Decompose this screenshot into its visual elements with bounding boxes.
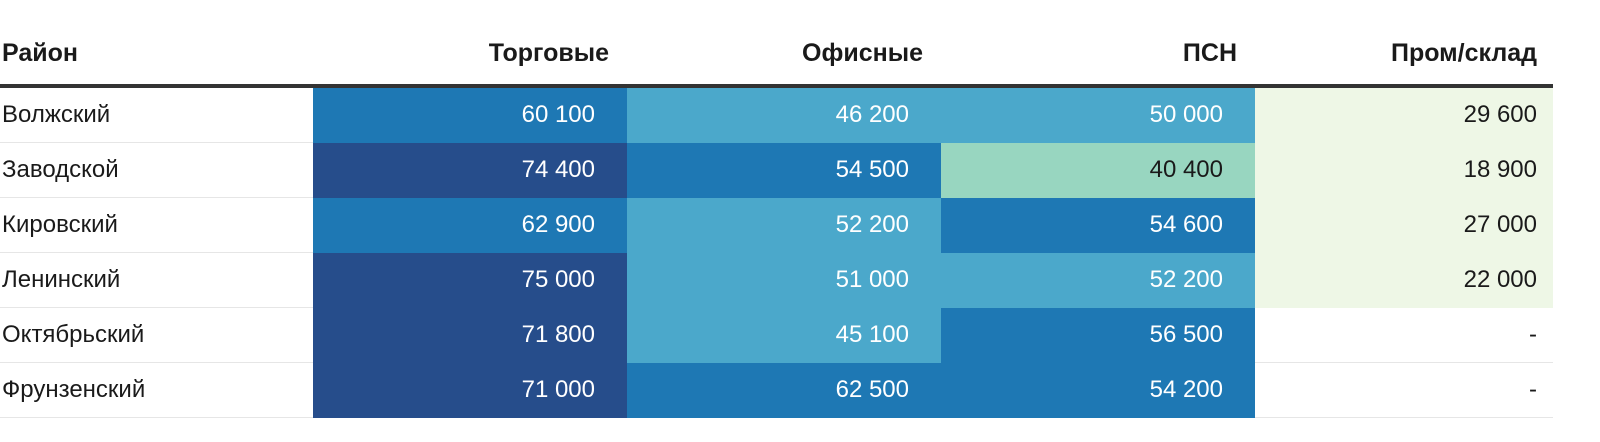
cell-office: 52 200: [627, 197, 941, 253]
cell-psn: 54 200: [941, 362, 1255, 418]
cell-retail: 60 100: [313, 86, 627, 143]
district-name: Заводской: [0, 142, 313, 198]
header-industrial: Пром/склад: [1255, 22, 1553, 88]
cell-psn: 52 200: [941, 252, 1255, 308]
header-office: Офисные: [627, 22, 941, 88]
cell-retail: 74 400: [313, 142, 627, 198]
cell-psn: 50 000: [941, 86, 1255, 143]
cell-psn: 40 400: [941, 142, 1255, 198]
cell-retail: 62 900: [313, 197, 627, 253]
district-name: Кировский: [0, 197, 313, 253]
cell-retail: 71 800: [313, 307, 627, 363]
cell-office: 45 100: [627, 307, 941, 363]
table-row: Волжский 60 100 46 200 50 000 29 600: [0, 86, 1553, 143]
cell-psn: 54 600: [941, 197, 1255, 253]
cell-office: 62 500: [627, 362, 941, 418]
cell-retail: 71 000: [313, 362, 627, 418]
cell-industrial: 22 000: [1255, 252, 1553, 308]
table-row: Заводской 74 400 54 500 40 400 18 900: [0, 142, 1553, 198]
price-heatmap-table: Район Торговые Офисные ПСН Пром/склад Во…: [0, 22, 1553, 418]
cell-industrial: 29 600: [1255, 86, 1553, 143]
header-psn: ПСН: [941, 22, 1255, 88]
table-row: Октябрьский 71 800 45 100 56 500-: [0, 307, 1553, 363]
district-name: Фрунзенский: [0, 362, 313, 418]
cell-industrial: 27 000: [1255, 197, 1553, 253]
header-district: Район: [0, 22, 313, 88]
cell-office: 51 000: [627, 252, 941, 308]
header-row: Район Торговые Офисные ПСН Пром/склад: [0, 22, 1553, 88]
table-row: Фрунзенский 71 000 62 500 54 200-: [0, 362, 1553, 418]
cell-industrial: 18 900: [1255, 142, 1553, 198]
district-name: Ленинский: [0, 252, 313, 308]
cell-industrial: -: [1255, 307, 1553, 363]
cell-retail: 75 000: [313, 252, 627, 308]
district-name: Волжский: [0, 86, 313, 143]
cell-office: 54 500: [627, 142, 941, 198]
district-name: Октябрьский: [0, 307, 313, 363]
cell-industrial: -: [1255, 362, 1553, 418]
table-row: Кировский 62 900 52 200 54 600 27 000: [0, 197, 1553, 253]
cell-office: 46 200: [627, 86, 941, 143]
table-row: Ленинский 75 000 51 000 52 200 22 000: [0, 252, 1553, 308]
cell-psn: 56 500: [941, 307, 1255, 363]
header-retail: Торговые: [313, 22, 627, 88]
